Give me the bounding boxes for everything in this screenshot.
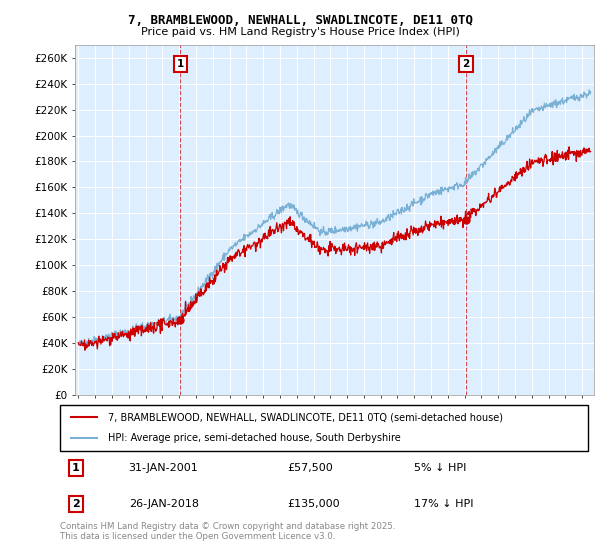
Text: 31-JAN-2001: 31-JAN-2001 [128,463,199,473]
Text: 26-JAN-2018: 26-JAN-2018 [128,499,199,509]
Text: 2: 2 [462,59,469,69]
Text: 5% ↓ HPI: 5% ↓ HPI [414,463,466,473]
Text: 1: 1 [177,59,184,69]
FancyBboxPatch shape [60,405,588,451]
Text: Price paid vs. HM Land Registry's House Price Index (HPI): Price paid vs. HM Land Registry's House … [140,27,460,37]
Text: 2: 2 [72,499,80,509]
Text: £57,500: £57,500 [287,463,333,473]
Text: 1: 1 [72,463,80,473]
Text: 7, BRAMBLEWOOD, NEWHALL, SWADLINCOTE, DE11 0TQ (semi-detached house): 7, BRAMBLEWOOD, NEWHALL, SWADLINCOTE, DE… [107,412,503,422]
Text: 7, BRAMBLEWOOD, NEWHALL, SWADLINCOTE, DE11 0TQ: 7, BRAMBLEWOOD, NEWHALL, SWADLINCOTE, DE… [128,14,473,27]
Text: 17% ↓ HPI: 17% ↓ HPI [414,499,473,509]
Text: HPI: Average price, semi-detached house, South Derbyshire: HPI: Average price, semi-detached house,… [107,433,400,444]
Text: £135,000: £135,000 [287,499,340,509]
Text: Contains HM Land Registry data © Crown copyright and database right 2025.
This d: Contains HM Land Registry data © Crown c… [60,522,395,542]
